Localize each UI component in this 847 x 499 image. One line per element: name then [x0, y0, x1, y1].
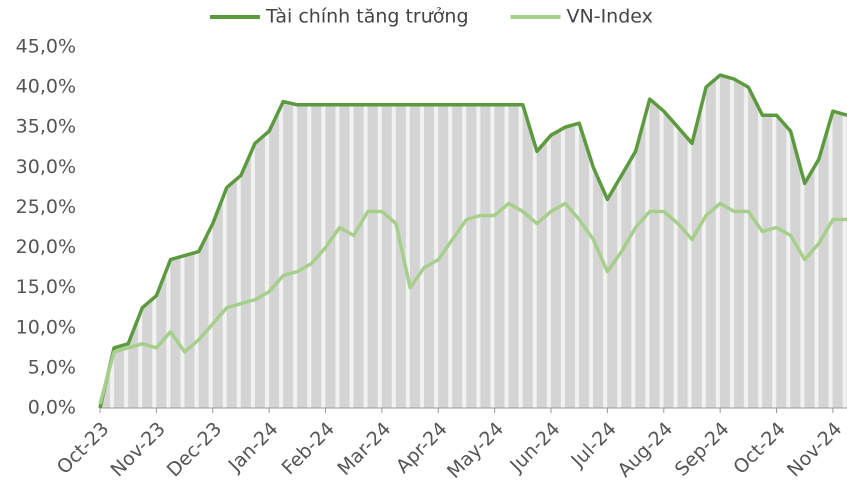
x-tick-label: Dec-23: [163, 418, 227, 482]
x-tick-label: Jan-24: [224, 418, 283, 477]
x-tick-label: May-24: [443, 418, 508, 483]
legend-label: Tài chính tăng trưởng: [265, 6, 469, 28]
y-tick-label: 40,0%: [16, 76, 76, 98]
y-tick-label: 0,0%: [28, 397, 76, 419]
x-tick-label: Aug-24: [613, 418, 677, 482]
y-tick-label: 25,0%: [16, 196, 76, 218]
y-tick-label: 35,0%: [16, 116, 76, 138]
x-tick-label: Jul-24: [566, 418, 620, 472]
y-tick-label: 5,0%: [28, 356, 76, 378]
x-tick-label: Mar-24: [333, 418, 395, 480]
line: [98, 73, 847, 409]
y-tick-label: 30,0%: [16, 156, 76, 178]
y-tick-label: 20,0%: [16, 236, 76, 258]
y-tick-label: 45,0%: [16, 36, 76, 58]
area: [100, 75, 847, 408]
legend-label: VN-Index: [567, 6, 653, 28]
x-tick-label: Oct-24: [729, 418, 790, 479]
x-tick-label: Apr-24: [392, 418, 452, 478]
line: [98, 201, 847, 405]
x-tick-label: Oct-23: [53, 418, 114, 479]
x-tick-label: Feb-24: [278, 418, 339, 479]
x-tick-label: Nov-23: [106, 418, 169, 481]
x-tick-label: Jun-24: [505, 418, 564, 477]
x-tick-label: Nov-24: [783, 418, 846, 481]
y-tick-label: 15,0%: [16, 276, 76, 298]
y-tick-label: 10,0%: [16, 316, 76, 338]
x-tick-label: Sep-24: [671, 418, 734, 481]
